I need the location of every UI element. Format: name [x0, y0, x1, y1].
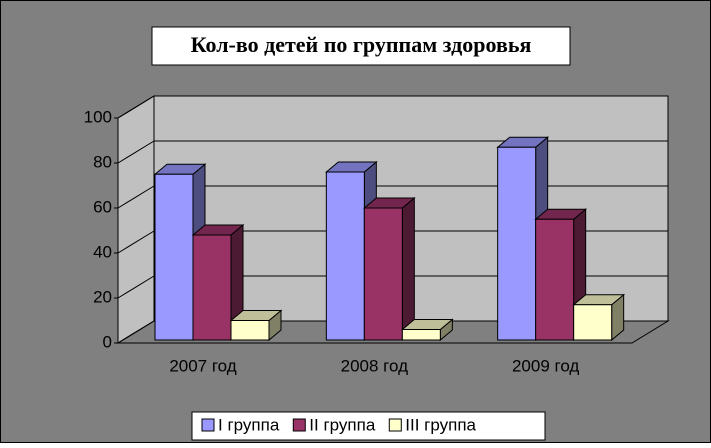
legend-swatch — [292, 418, 306, 432]
grid-line — [117, 95, 155, 119]
bar — [573, 304, 613, 341]
grid-line — [117, 275, 155, 299]
bar — [325, 171, 365, 341]
bar — [154, 173, 194, 341]
grid-line — [117, 230, 155, 254]
grid-line — [117, 140, 155, 164]
grid-line — [117, 185, 155, 209]
chart-title: Кол-во детей по группам здоровья — [191, 32, 532, 57]
legend-label: II группа — [309, 415, 376, 434]
y-tick-label: 20 — [93, 287, 112, 306]
bar — [535, 218, 575, 341]
legend-label: III группа — [405, 415, 476, 434]
bar-side — [401, 196, 415, 342]
x-tick-label: 2007 год — [169, 356, 236, 375]
y-tick-label: 80 — [93, 152, 112, 171]
bar — [192, 234, 232, 341]
y-tick-label: 100 — [84, 107, 112, 126]
y-tick-label: 0 — [103, 332, 112, 351]
legend-swatch — [388, 418, 402, 432]
bar — [401, 329, 441, 341]
legend-box — [191, 411, 546, 441]
bar — [363, 207, 403, 341]
bar — [497, 146, 537, 341]
x-tick-label: 2008 год — [341, 356, 408, 375]
y-tick-label: 60 — [93, 197, 112, 216]
grid-line — [117, 320, 155, 344]
y-tick-label: 40 — [93, 242, 112, 261]
legend-swatch — [201, 418, 215, 432]
legend-label: I группа — [218, 415, 280, 434]
title-box — [151, 26, 571, 66]
left-wall — [117, 95, 155, 344]
x-tick-label: 2009 год — [512, 356, 579, 375]
bar — [230, 320, 270, 341]
